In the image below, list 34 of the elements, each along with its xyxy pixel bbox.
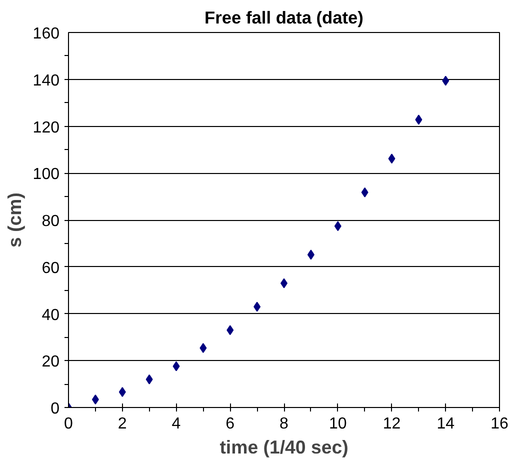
x-tick-label: 4 — [172, 416, 181, 432]
point — [254, 302, 261, 312]
y-tick-label: 140 — [32, 72, 60, 90]
point — [415, 114, 422, 125]
x-tick-label: 0 — [64, 416, 74, 432]
point — [92, 394, 99, 405]
x-axis-title: time (1/40 sec) — [220, 436, 348, 458]
y-tick-label: 120 — [32, 119, 60, 136]
x-tick-label: 16 — [490, 416, 508, 432]
x-tick-label: 8 — [280, 416, 289, 432]
x-tick-label: 6 — [226, 416, 235, 432]
y-axis-title: s (cm) — [4, 192, 25, 248]
point — [442, 76, 450, 86]
point — [200, 342, 207, 353]
y-tick-label: 100 — [32, 166, 60, 184]
x-tick-label: 14 — [436, 416, 455, 432]
x-tick-label: 2 — [118, 416, 127, 432]
point — [361, 187, 368, 198]
y-tick-label: 60 — [42, 260, 60, 277]
point — [146, 374, 153, 384]
point — [226, 325, 234, 336]
point — [172, 361, 180, 372]
point — [334, 221, 342, 232]
chart-title: Free fall data (date) — [204, 8, 364, 28]
y-tick-label: 40 — [42, 306, 60, 324]
x-tick-label: 12 — [382, 416, 401, 432]
y-tick-label: 80 — [42, 213, 60, 230]
point — [118, 387, 126, 398]
x-tick-label: 10 — [328, 416, 347, 432]
y-tick-label: 160 — [32, 26, 60, 42]
y-tick-label: 0 — [50, 400, 60, 418]
point — [388, 154, 396, 164]
point — [307, 250, 314, 260]
y-tick-label: 20 — [42, 354, 60, 371]
